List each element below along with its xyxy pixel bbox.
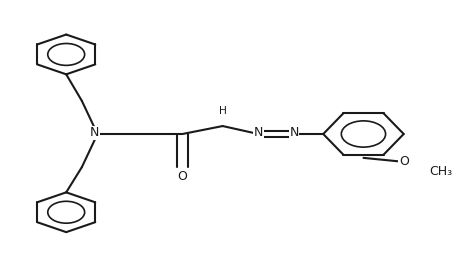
Text: N: N <box>90 126 99 139</box>
Text: H: H <box>219 106 227 117</box>
Text: N: N <box>254 126 263 139</box>
Text: N: N <box>289 126 299 139</box>
Text: O: O <box>399 155 409 168</box>
Text: O: O <box>178 170 187 183</box>
Text: CH₃: CH₃ <box>430 165 453 178</box>
